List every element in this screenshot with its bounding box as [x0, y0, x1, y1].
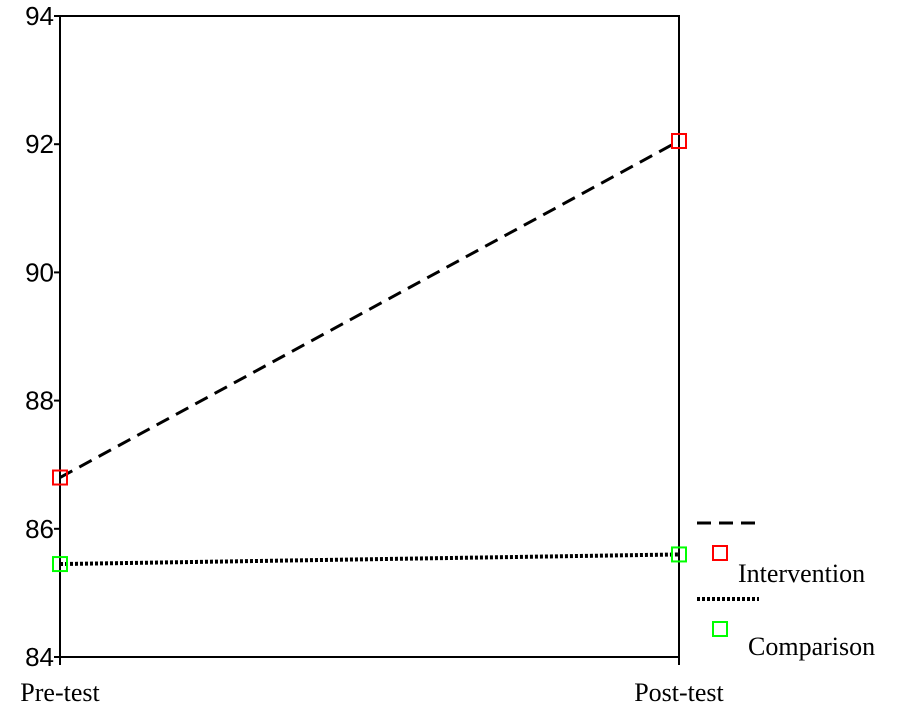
legend-label-intervention: Intervention: [738, 559, 865, 588]
x-tick-label: Post-test: [634, 678, 724, 707]
y-tick-label: 86: [25, 514, 54, 544]
plot-frame: [59, 15, 680, 658]
series-line-comparison: [59, 552, 680, 567]
data-point-intervention: [52, 469, 68, 486]
series-markers: [52, 132, 687, 573]
y-tick-label: 88: [25, 386, 54, 416]
series-lines: [59, 139, 680, 567]
legend-label-comparison: Comparison: [748, 632, 875, 661]
data-point-comparison: [671, 546, 687, 563]
y-tick-label: 94: [25, 1, 54, 31]
data-point-comparison: [52, 556, 68, 573]
y-axis: 84 86 88 90 92 94: [25, 1, 60, 672]
legend: Intervention Comparison: [697, 521, 875, 661]
x-tick-label: Pre-test: [20, 678, 100, 707]
series-line-intervention: [59, 139, 680, 479]
x-axis: Pre-test Post-test: [20, 657, 725, 707]
y-tick-label: 90: [25, 257, 54, 287]
y-tick-label: 92: [25, 129, 54, 159]
y-tick-label: 84: [25, 642, 54, 672]
legend-marker-comparison: [712, 621, 728, 637]
legend-marker-intervention: [712, 545, 728, 561]
data-point-intervention: [671, 132, 687, 149]
